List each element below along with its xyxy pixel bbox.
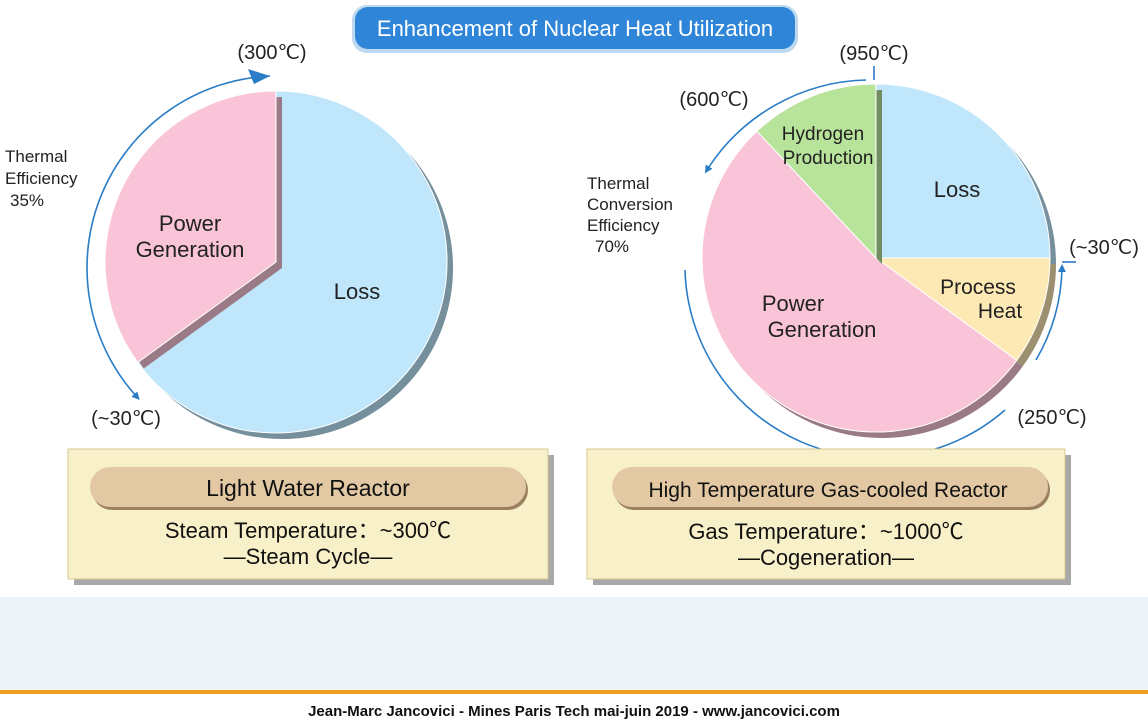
- footer-rule: [0, 690, 1148, 694]
- panel-lwr-line2: —Steam Cycle—: [224, 544, 393, 569]
- lwr-eff-title-2: Efficiency: [5, 169, 78, 188]
- panel-lwr: Light Water Reactor Steam Temperature：~3…: [67, 448, 554, 585]
- pie-chart-lwr: [104, 90, 454, 440]
- lwr-annotations: Thermal Efficiency 35% (300℃) (~30℃): [5, 42, 307, 430]
- htgr-eff-value: 70%: [595, 237, 629, 256]
- htgr-flow-arrow-right: [1035, 264, 1066, 361]
- htgr-flow-arc-lower: [684, 269, 1006, 459]
- lwr-arrow-tip-top: [248, 69, 270, 84]
- pie2-slice-loss: [875, 83, 1051, 259]
- panel-htgr-line1: Gas Temperature：~1000℃: [688, 519, 963, 544]
- htgr-temp-bottom: (250℃): [1017, 407, 1086, 429]
- htgr-temp-top: (950℃): [839, 43, 908, 65]
- htgr-loss-label: Loss: [934, 177, 980, 202]
- lwr-power-label-1: Power: [159, 211, 221, 236]
- lwr-eff-title-1: Thermal: [5, 147, 67, 166]
- panel-lwr-pill: [90, 467, 526, 507]
- panel-lwr-name: Light Water Reactor: [206, 475, 410, 501]
- pie-chart-htgr: [701, 83, 1056, 439]
- lwr-eff-value: 35%: [10, 191, 44, 210]
- title-banner: Enhancement of Nuclear Heat Utilization: [352, 5, 798, 53]
- panel-htgr-name: High Temperature Gas-cooled Reactor: [648, 479, 1007, 502]
- panel-htgr: High Temperature Gas-cooled Reactor Gas …: [586, 448, 1071, 585]
- htgr-temp-left: (600℃): [679, 89, 748, 111]
- htgr-eff-title-3: Efficiency: [587, 216, 660, 235]
- pie1-slice-power-generation: [104, 90, 277, 364]
- pie2-slice-power-generation: [701, 130, 1018, 433]
- pie2-slice-process-heat: [874, 257, 1051, 361]
- pie-htgr-labels: Hydrogen Production Loss Process Heat Po…: [762, 124, 1023, 342]
- pie1-slice-loss: [137, 90, 448, 434]
- htgr-process-label-2: Heat: [978, 300, 1023, 323]
- title-pill: [355, 7, 795, 49]
- htgr-temp-right: (~30℃): [1069, 237, 1139, 259]
- footer-credit: Jean-Marc Jancovici - Mines Paris Tech m…: [308, 703, 840, 720]
- bottom-band: [0, 597, 1148, 691]
- htgr-power-label-2: Generation: [768, 317, 877, 342]
- htgr-hydrogen-label-1: Hydrogen: [782, 124, 864, 145]
- lwr-temp-bottom: (~30℃): [91, 408, 161, 430]
- lwr-power-label-2: Generation: [136, 237, 245, 262]
- panel-lwr-line1: Steam Temperature：~300℃: [165, 518, 451, 543]
- pie2-slice-hydrogen-production: [756, 83, 877, 260]
- lwr-flow-arrow: [86, 75, 271, 400]
- htgr-hydrogen-label-2: Production: [783, 148, 874, 169]
- panel-htgr-pill: [612, 467, 1048, 507]
- htgr-eff-title-2: Conversion: [587, 195, 673, 214]
- htgr-eff-title-1: Thermal: [587, 174, 649, 193]
- htgr-power-label-1: Power: [762, 291, 824, 316]
- panel-htgr-line2: —Cogeneration—: [738, 545, 914, 570]
- htgr-process-label-1: Process: [940, 276, 1016, 299]
- htgr-flow-arrow-upper: [704, 79, 867, 174]
- htgr-annotations: Thermal Conversion Efficiency 70% (950℃)…: [587, 43, 1139, 459]
- lwr-loss-label: Loss: [334, 279, 380, 304]
- pie-lwr-labels: Power Generation Loss: [136, 211, 381, 304]
- chart-title: Enhancement of Nuclear Heat Utilization: [377, 16, 773, 41]
- lwr-temp-top: (300℃): [237, 42, 306, 64]
